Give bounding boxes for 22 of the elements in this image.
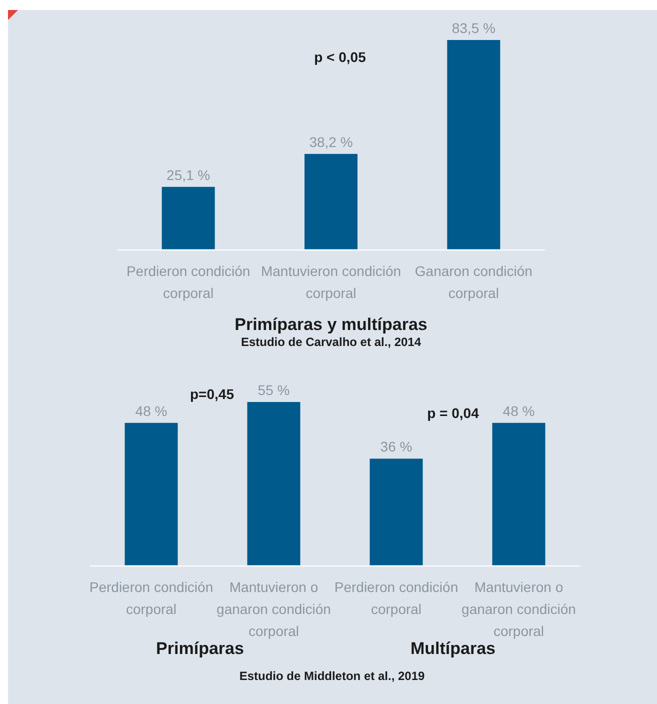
x-tick-label: Perdieron condición corporal	[126, 263, 250, 301]
x-tick-label: Perdieron condición corporal	[334, 579, 458, 617]
data-label: 48 %	[135, 402, 168, 419]
x-tick-label: Mantuvieron o ganaron condición corporal	[462, 579, 576, 639]
annotation: p < 0,05	[314, 49, 366, 65]
x-axis-title: Primíparas	[156, 639, 244, 658]
x-tick-label: Perdieron condición corporal	[89, 579, 214, 617]
x-tick-label: Ganaron condición corporal	[414, 263, 532, 301]
data-label: 48 %	[502, 402, 535, 419]
text: p = 0,04	[427, 405, 480, 421]
data-label: 83,5 %	[452, 20, 496, 36]
text: p=0,45	[190, 386, 234, 402]
data-label: 25,1 %	[166, 166, 210, 183]
x-axis-title: Multíparas	[410, 639, 496, 658]
x-tick-label: Mantuvieron o ganaron condición corporal	[216, 579, 331, 639]
text: Estudio de Carvalho et al., 2014	[240, 335, 422, 349]
text: Estudio de Middleton et al., 2019	[239, 669, 426, 683]
text: Primíparas y multíparas	[234, 315, 428, 334]
x-tick-label: Mantuvieron condición corporal	[260, 263, 402, 301]
data-label: 36 %	[380, 438, 412, 455]
data-label: 55 %	[258, 382, 290, 398]
data-label: 38,2 %	[309, 134, 353, 150]
